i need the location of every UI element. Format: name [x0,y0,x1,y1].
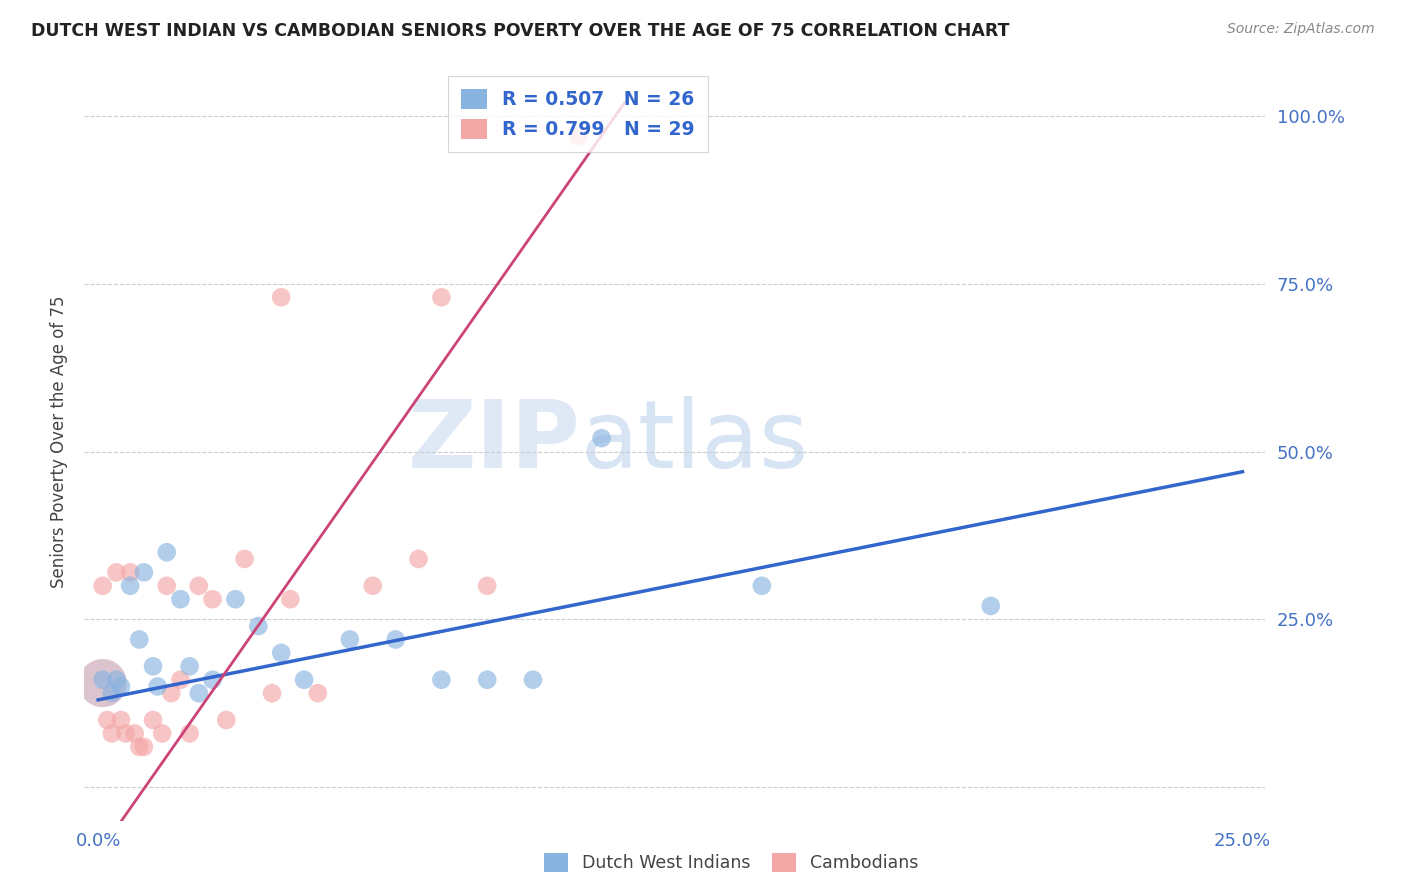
Point [132,566,155,580]
Text: Source: ZipAtlas.com: Source: ZipAtlas.com [1227,22,1375,37]
Point [292,673,315,687]
Point [132,739,155,754]
Point [179,659,201,673]
Point [142,713,165,727]
Point [101,726,124,740]
Point [169,673,191,687]
Point [150,726,173,740]
Point [156,579,179,593]
Point [201,592,224,607]
Point [91,579,114,593]
Point [146,680,169,694]
Text: DUTCH WEST INDIAN VS CAMBODIAN SENIORS POVERTY OVER THE AGE OF 75 CORRELATION CH: DUTCH WEST INDIAN VS CAMBODIAN SENIORS P… [31,22,1010,40]
Point [114,726,136,740]
Point [169,592,191,607]
Point [105,673,128,687]
Point [270,290,292,304]
Point [361,579,384,593]
Point [522,673,544,687]
Point [96,713,118,727]
Point [105,566,128,580]
Point [101,686,124,700]
Point [215,713,238,727]
Text: atlas: atlas [581,395,808,488]
Point [430,290,453,304]
Legend: Dutch West Indians, Cambodians: Dutch West Indians, Cambodians [537,846,925,879]
Point [568,129,591,144]
Point [247,619,270,633]
Point [260,686,283,700]
Point [160,686,183,700]
Point [142,659,165,673]
Point [224,592,246,607]
Point [477,579,499,593]
Text: ZIP: ZIP [408,395,581,488]
Point [233,552,256,566]
Point [430,673,453,687]
Point [110,680,132,694]
Point [91,676,114,690]
Point [477,673,499,687]
Point [91,673,114,687]
Point [120,566,142,580]
Point [110,713,132,727]
Point [128,632,150,647]
Point [408,552,430,566]
Point [128,739,150,754]
Point [124,726,146,740]
Legend: R = 0.507   N = 26, R = 0.799   N = 29: R = 0.507 N = 26, R = 0.799 N = 29 [449,76,709,153]
Point [187,579,209,593]
Point [179,726,201,740]
Point [270,646,292,660]
Point [591,431,613,445]
Point [91,676,114,690]
Point [187,686,209,700]
Point [339,632,361,647]
Y-axis label: Seniors Poverty Over the Age of 75: Seniors Poverty Over the Age of 75 [49,295,67,588]
Point [751,579,773,593]
Point [384,632,406,647]
Point [201,673,224,687]
Point [307,686,329,700]
Point [980,599,1002,613]
Point [280,592,302,607]
Point [156,545,179,559]
Point [120,579,142,593]
